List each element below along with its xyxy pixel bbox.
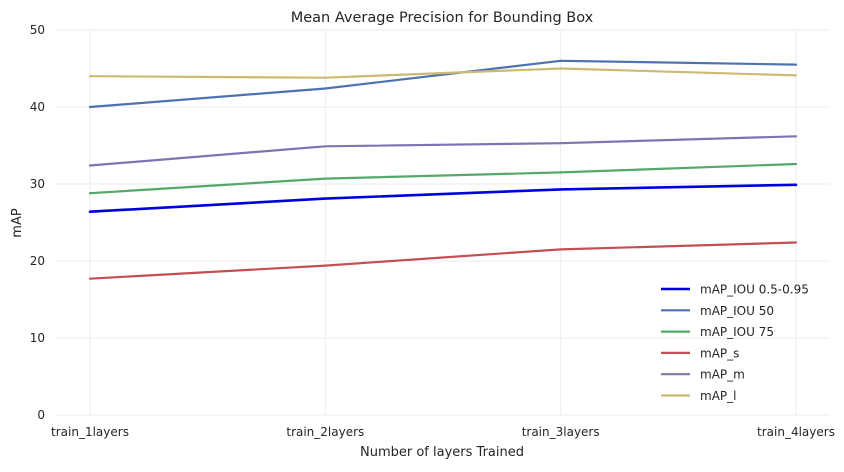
y-tick-label: 20 — [30, 254, 45, 268]
series-line-map-m — [88, 135, 798, 167]
chart-title: Mean Average Precision for Bounding Box — [291, 10, 594, 26]
x-axis-label: Number of layers Trained — [360, 445, 524, 460]
x-tick-label: train_1layers — [51, 425, 129, 439]
y-tick-label: 10 — [30, 331, 45, 345]
series-line-map-iou-0-5-0-95 — [88, 183, 798, 213]
y-tick-label: 50 — [30, 23, 45, 37]
series-line-map-iou-75 — [88, 162, 798, 195]
legend-label: mAP_l — [700, 389, 736, 403]
series-line-map-l — [88, 67, 798, 79]
x-tick-label: train_2layers — [286, 425, 364, 439]
legend-label: mAP_IOU 75 — [700, 325, 774, 339]
x-tick-label: train_3layers — [522, 425, 600, 439]
series-line-map-s — [88, 241, 798, 280]
legend: mAP_IOU 0.5-0.95 mAP_IOU 50 mAP_IOU 75 mAP_… — [661, 283, 809, 403]
legend-label: mAP_m — [700, 368, 745, 382]
legend-label: mAP_IOU 0.5-0.95 — [700, 283, 809, 297]
x-tick-labels: train_1layers train_2layers train_3layers t… — [51, 425, 835, 439]
y-tick-label: 30 — [30, 177, 45, 191]
y-tick-label: 0 — [37, 408, 45, 422]
grid — [56, 29, 830, 416]
x-tick-label: train_4layers — [757, 425, 835, 439]
y-axis-label: mAP — [10, 208, 25, 238]
y-tick-labels: 0 10 20 30 40 50 — [30, 23, 45, 422]
series-lines — [88, 59, 798, 280]
legend-label: mAP_s — [700, 346, 739, 360]
series-line-map-iou-50 — [88, 59, 798, 109]
legend-label: mAP_IOU 50 — [700, 304, 774, 318]
y-tick-label: 40 — [30, 100, 45, 114]
